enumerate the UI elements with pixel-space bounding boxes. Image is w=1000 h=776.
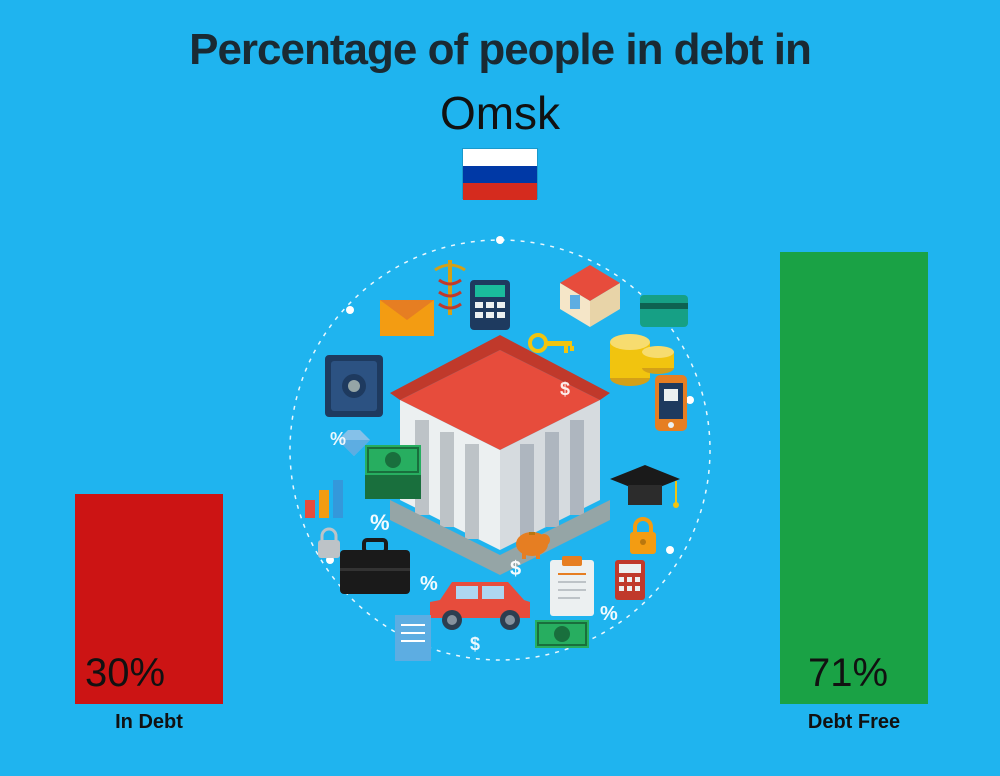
svg-text:%: % bbox=[600, 603, 618, 625]
flag-stripe bbox=[463, 166, 537, 183]
phone-icon bbox=[655, 375, 687, 431]
flag-russia bbox=[462, 148, 538, 199]
clipboard-icon bbox=[550, 556, 594, 616]
bar-value: 71% bbox=[808, 651, 888, 696]
svg-text:%: % bbox=[420, 573, 438, 595]
finance-illustration: % % % % $ $ $ bbox=[270, 220, 730, 680]
car-icon bbox=[430, 582, 530, 630]
safe-icon bbox=[325, 355, 383, 417]
key-icon bbox=[530, 335, 574, 353]
lock-icon bbox=[318, 529, 340, 558]
svg-text:%: % bbox=[330, 429, 346, 449]
bar-value: 30% bbox=[85, 651, 165, 696]
calculator-small-icon bbox=[615, 560, 645, 600]
caduceus-icon bbox=[435, 260, 465, 315]
calculator-icon bbox=[470, 280, 510, 330]
graduation-cap-icon bbox=[610, 465, 680, 508]
svg-text:$: $ bbox=[510, 558, 521, 580]
credit-card-icon bbox=[640, 295, 688, 327]
dollar-bill-icon bbox=[535, 620, 589, 648]
bank-icon bbox=[390, 335, 610, 575]
document-icon bbox=[395, 615, 431, 661]
subtitle-city: Omsk bbox=[0, 86, 1000, 140]
money-stack-icon bbox=[365, 445, 421, 499]
page-title: Percentage of people in debt in bbox=[0, 25, 1000, 75]
flag-stripe bbox=[463, 149, 537, 166]
bar-label: In Debt bbox=[75, 711, 223, 734]
briefcase-icon bbox=[340, 540, 410, 594]
padlock-icon bbox=[630, 519, 656, 554]
svg-text:$: $ bbox=[470, 634, 480, 654]
bar-debt-free bbox=[780, 252, 928, 704]
envelope-icon bbox=[380, 300, 434, 336]
bar-label: Debt Free bbox=[780, 711, 928, 734]
mini-chart-icon bbox=[305, 480, 343, 518]
flag-stripe bbox=[463, 183, 537, 200]
svg-text:%: % bbox=[370, 510, 390, 535]
house-icon bbox=[560, 265, 620, 327]
svg-text:$: $ bbox=[560, 379, 570, 399]
